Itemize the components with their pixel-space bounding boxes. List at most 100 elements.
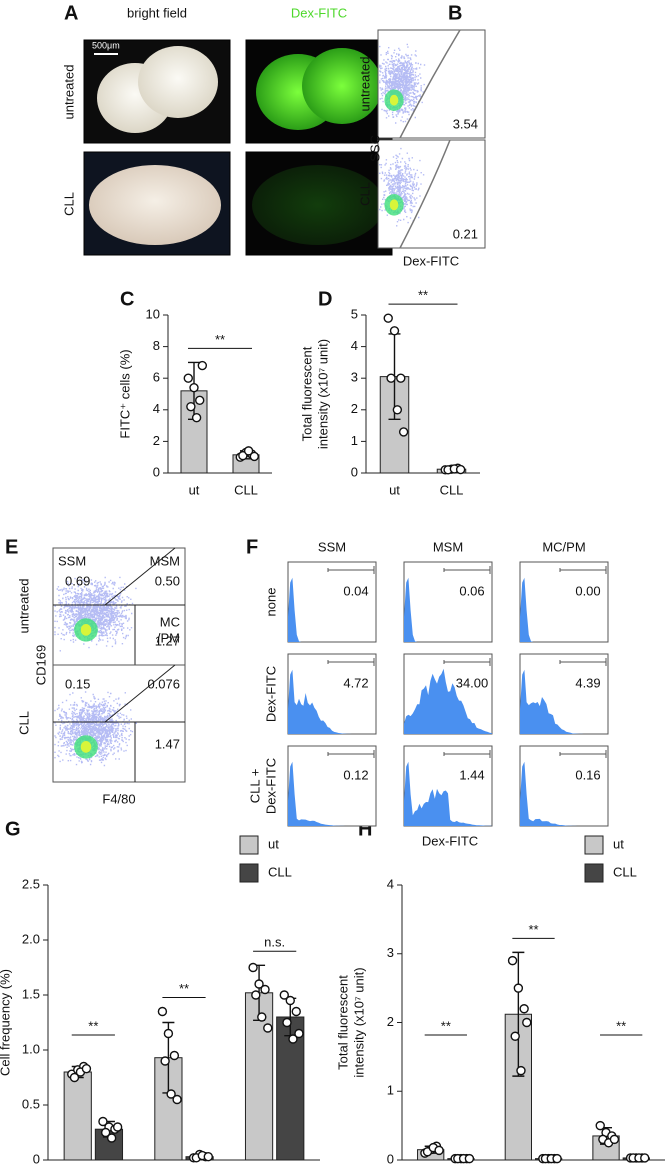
data-point	[640, 1153, 650, 1163]
plot-frame	[519, 745, 609, 827]
data-point	[112, 1122, 123, 1132]
plot-frame	[52, 547, 186, 666]
legend-swatch	[584, 835, 604, 855]
legend-label: ut	[268, 836, 279, 851]
row-title: CLL	[61, 192, 76, 216]
gate-marker	[443, 750, 491, 758]
data-point	[291, 1006, 301, 1017]
data-point	[243, 446, 254, 456]
gate-value: 0.15	[65, 676, 90, 691]
gate-marker	[443, 658, 491, 666]
error-bar	[512, 951, 525, 1077]
x-tick-label: ut	[389, 482, 400, 497]
event-dots	[379, 43, 426, 124]
gate-name: SSM	[58, 553, 86, 568]
gate-marker	[327, 566, 375, 574]
data-point	[386, 373, 396, 383]
y-tick-label: 1	[387, 1083, 394, 1098]
plot-frame	[287, 745, 377, 827]
row-title: CLL +	[247, 769, 262, 804]
panel-label: D	[318, 288, 332, 310]
y-axis-label: SSC	[367, 135, 382, 162]
y-tick-label: 0.5	[22, 1096, 40, 1111]
gate-marker	[559, 658, 607, 666]
column-title: MC/PM	[542, 539, 585, 554]
data-point	[260, 984, 270, 995]
plot-frame	[287, 561, 377, 643]
data-point	[389, 326, 400, 336]
panel-label: E	[5, 536, 18, 558]
gate-marker	[327, 658, 375, 666]
y-axis-label: Total fluorescent	[299, 346, 314, 441]
gate-value: 0.16	[575, 767, 600, 782]
data-point	[434, 1145, 444, 1156]
y-tick-label: 3	[351, 370, 358, 385]
y-axis-label: Cell frequency (%)	[0, 969, 12, 1076]
data-point	[163, 1028, 174, 1039]
y-tick-label: 4	[153, 401, 160, 416]
density-center	[389, 94, 399, 106]
gate-value: 34.00	[456, 675, 489, 690]
histogram	[404, 761, 492, 826]
y-tick-label: 0	[351, 464, 358, 479]
column-title: MSM	[433, 539, 463, 554]
histogram	[404, 668, 492, 734]
y-tick-label: 2	[153, 433, 160, 448]
data-point	[510, 1031, 520, 1041]
data-point	[455, 464, 466, 475]
data-point	[285, 995, 295, 1006]
gate-value: 0.06	[459, 583, 484, 598]
significance-label: **	[441, 1018, 451, 1033]
significance-label: n.s.	[264, 935, 285, 950]
panel-label: B	[448, 2, 462, 24]
histogram	[520, 577, 608, 642]
data-point	[507, 955, 518, 966]
y-tick-label: 1.0	[22, 1041, 40, 1056]
density-center	[389, 199, 399, 211]
data-point	[183, 373, 193, 383]
data-point	[383, 313, 393, 323]
data-point	[552, 1153, 562, 1164]
data-point	[191, 413, 202, 423]
data-point	[100, 1127, 111, 1138]
y-tick-label: 4	[387, 876, 394, 891]
gate-value: 0.21	[453, 226, 478, 241]
legend-swatch	[239, 835, 259, 855]
data-point	[464, 1153, 475, 1164]
data-point	[160, 1056, 170, 1066]
column-title: bright field	[127, 5, 187, 20]
density-center	[80, 741, 92, 753]
data-point	[189, 382, 199, 393]
y-axis-label: intensity (x10⁷ unit)	[351, 967, 366, 1077]
gate-name: MSM	[150, 553, 180, 568]
column-title: SSM	[318, 539, 346, 554]
gate-marker	[559, 566, 607, 574]
row-title: CLL	[357, 182, 372, 206]
y-axis-label: CD169	[33, 645, 48, 685]
y-tick-label: 6	[153, 370, 160, 385]
legend-swatch	[584, 863, 604, 883]
data-point	[519, 1004, 529, 1014]
data-point	[69, 1072, 80, 1083]
y-tick-label: 3	[387, 945, 394, 960]
y-tick-label: 10	[146, 306, 160, 321]
data-point	[248, 962, 258, 973]
y-tick-label: 2	[351, 401, 358, 416]
gate-name: MC	[160, 614, 180, 629]
plot-frame	[519, 561, 609, 643]
data-point	[157, 1006, 168, 1017]
scale-bar-label: 500μm	[92, 40, 120, 50]
data-point	[522, 1017, 532, 1028]
plot-frame	[377, 29, 486, 139]
y-tick-label: 1	[351, 433, 358, 448]
significance-label: **	[616, 1018, 626, 1033]
plot-frame	[52, 664, 186, 783]
data-point	[186, 401, 196, 412]
y-tick-label: 0	[153, 464, 160, 479]
gate-value: 0.076	[147, 676, 180, 691]
y-tick-label: 2.0	[22, 931, 40, 946]
data-point	[166, 1089, 176, 1099]
gate-value: 4.39	[575, 675, 600, 690]
plot-frame	[377, 139, 486, 249]
histogram	[520, 669, 608, 734]
